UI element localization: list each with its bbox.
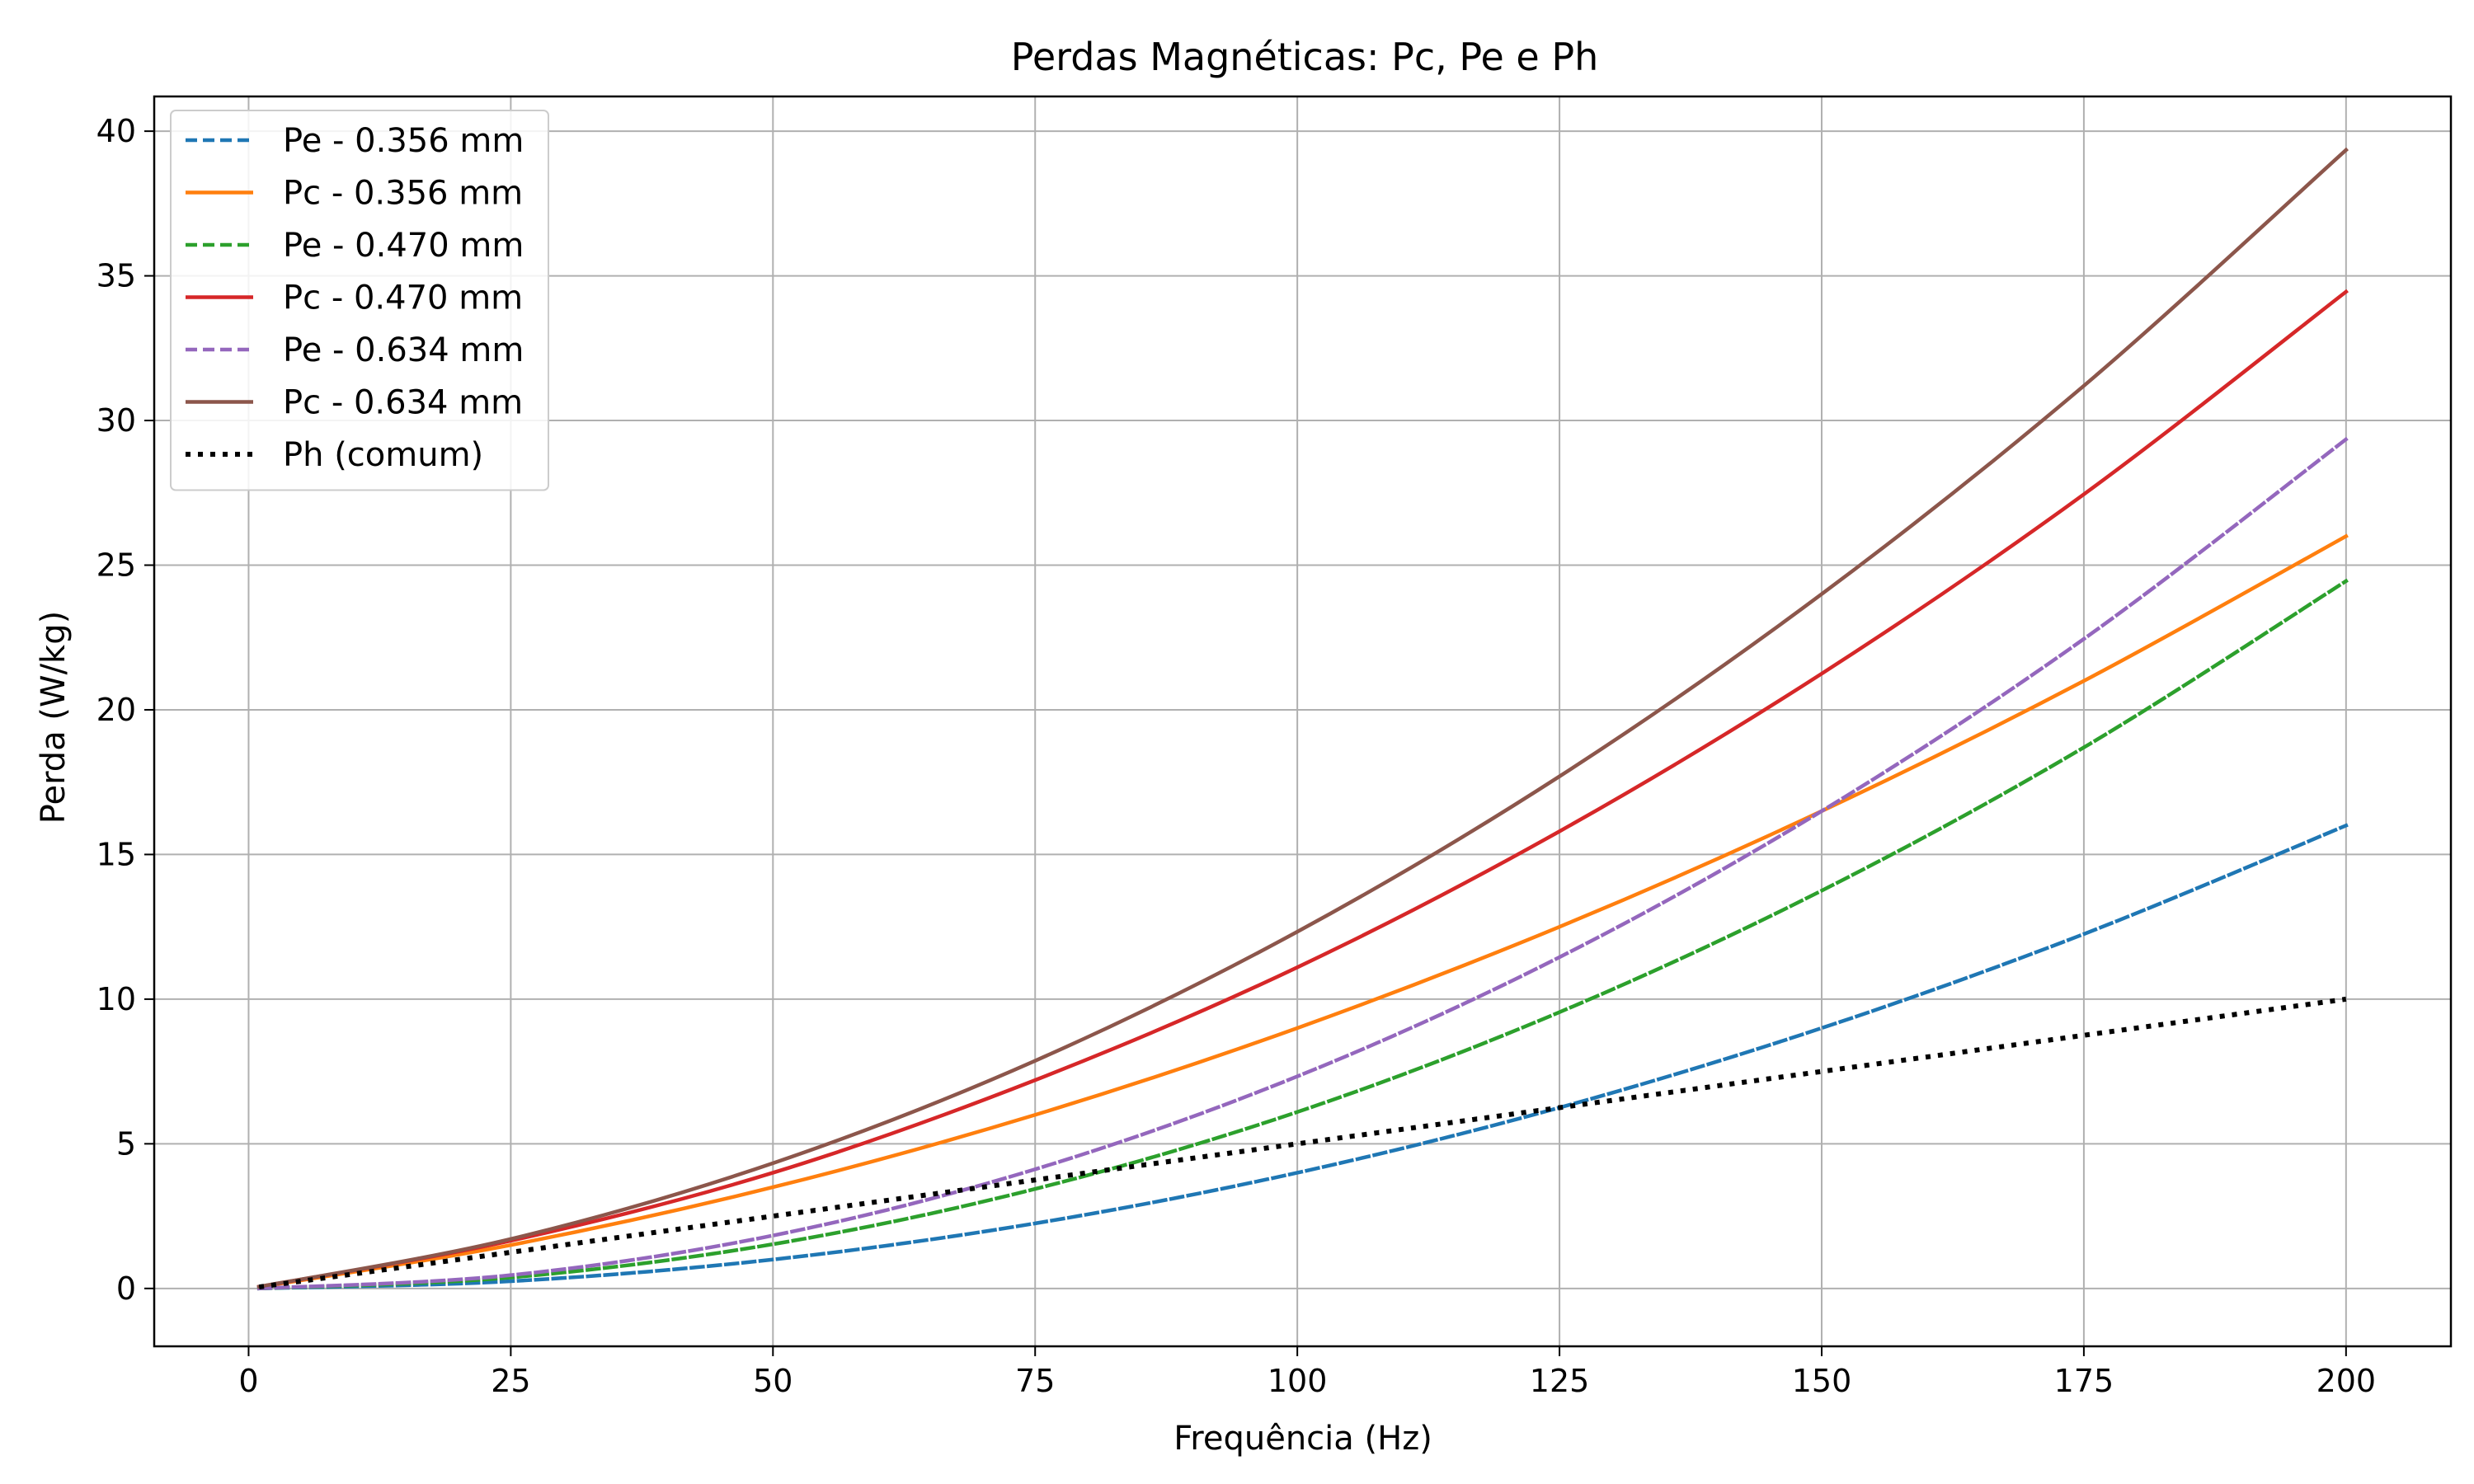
legend-label: Pe - 0.634 mm [283, 331, 524, 369]
x-axis-label: Frequência (Hz) [1174, 1420, 1432, 1458]
legend-label: Pc - 0.634 mm [283, 384, 523, 422]
legend-label: Pe - 0.356 mm [283, 122, 524, 160]
series-line-2 [256, 533, 2349, 1289]
y-tick-label: 5 [116, 1125, 136, 1162]
plot-frame [153, 95, 2453, 1348]
series-line-5 [256, 436, 2349, 1291]
series-line-4 [256, 289, 2349, 1289]
y-tick-label: 15 [96, 836, 136, 872]
series-line-6 [256, 147, 2349, 1289]
y-tick-label: 30 [96, 402, 136, 439]
x-tick-label: 50 [753, 1363, 793, 1399]
legend-label: Ph (comum) [283, 436, 483, 474]
legend-label: Pc - 0.356 mm [283, 175, 523, 213]
x-tick-label: 25 [491, 1363, 530, 1399]
x-tick-label: 100 [1268, 1363, 1328, 1399]
legend: Pe - 0.356 mm Pc - 0.356 mm Pe - 0.470 mm P… [170, 110, 549, 491]
y-tick-label: 35 [96, 258, 136, 294]
y-tick-label: 40 [96, 113, 136, 149]
legend-label: Pe - 0.470 mm [283, 227, 524, 265]
series-group [256, 147, 2349, 1291]
series-line-3 [256, 578, 2349, 1291]
ticks: 0 25 50 75 100 125 150 175 200 0 5 10 15 20 25 30 35 40 [96, 113, 2376, 1399]
x-tick-label: 0 [238, 1363, 258, 1399]
legend-label: Pc - 0.470 mm [283, 279, 523, 317]
series-line-1 [256, 823, 2349, 1291]
series-line-7 [258, 996, 2347, 1290]
x-tick-label: 175 [2054, 1363, 2114, 1399]
x-tick-label: 150 [1792, 1363, 1852, 1399]
legend-box [170, 110, 549, 491]
y-tick-label: 20 [96, 692, 136, 728]
x-tick-label: 75 [1015, 1363, 1055, 1399]
y-tick-label: 10 [96, 981, 136, 1017]
y-tick-label: 0 [116, 1270, 136, 1307]
chart-title: Perdas Magnéticas: Pc, Pe e Ph [1011, 35, 1599, 79]
x-tick-label: 125 [1530, 1363, 1590, 1399]
x-tick-label: 200 [2316, 1363, 2377, 1399]
y-tick-label: 25 [96, 547, 136, 584]
y-axis-label: Perda (W/kg) [35, 611, 73, 824]
